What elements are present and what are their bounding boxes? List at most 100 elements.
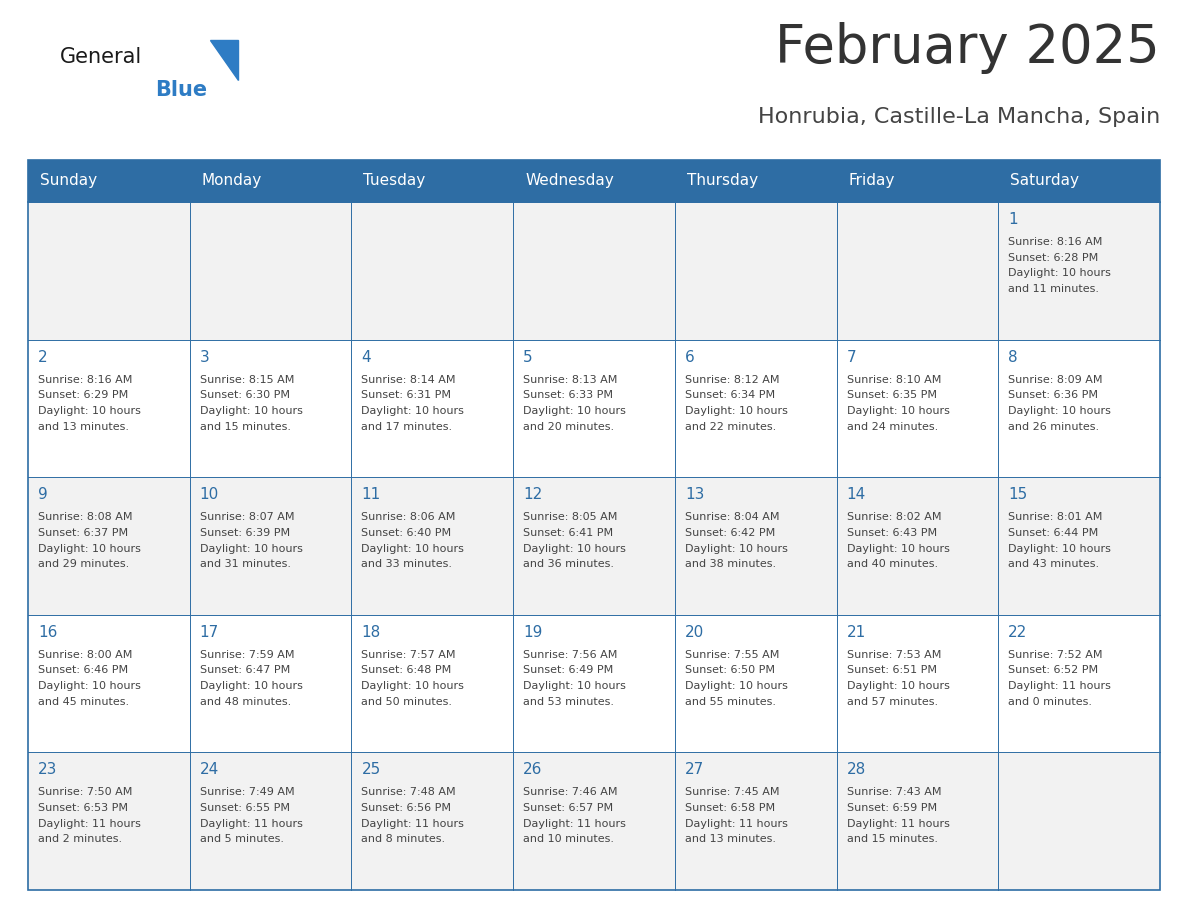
Text: 19: 19 (523, 625, 543, 640)
Text: Sunrise: 8:16 AM: Sunrise: 8:16 AM (38, 375, 132, 385)
Text: 17: 17 (200, 625, 219, 640)
Text: Sunrise: 8:10 AM: Sunrise: 8:10 AM (847, 375, 941, 385)
Text: Sunset: 6:29 PM: Sunset: 6:29 PM (38, 390, 128, 400)
Text: Sunset: 6:57 PM: Sunset: 6:57 PM (523, 803, 613, 813)
Text: 1: 1 (1009, 212, 1018, 227)
Text: Sunset: 6:58 PM: Sunset: 6:58 PM (684, 803, 775, 813)
Text: Sunrise: 8:06 AM: Sunrise: 8:06 AM (361, 512, 456, 522)
Text: Sunrise: 8:08 AM: Sunrise: 8:08 AM (38, 512, 133, 522)
Text: Wednesday: Wednesday (525, 174, 614, 188)
Text: Sunset: 6:28 PM: Sunset: 6:28 PM (1009, 252, 1099, 263)
Text: Sunrise: 8:05 AM: Sunrise: 8:05 AM (523, 512, 618, 522)
Text: Daylight: 11 hours: Daylight: 11 hours (523, 819, 626, 829)
Text: Daylight: 10 hours: Daylight: 10 hours (684, 681, 788, 691)
Text: and 20 minutes.: and 20 minutes. (523, 421, 614, 431)
Text: Daylight: 11 hours: Daylight: 11 hours (1009, 681, 1111, 691)
Text: Sunset: 6:42 PM: Sunset: 6:42 PM (684, 528, 775, 538)
FancyBboxPatch shape (29, 340, 1159, 477)
Text: Sunset: 6:49 PM: Sunset: 6:49 PM (523, 666, 613, 676)
Text: 25: 25 (361, 763, 380, 778)
Text: and 57 minutes.: and 57 minutes. (847, 697, 937, 707)
Text: and 24 minutes.: and 24 minutes. (847, 421, 937, 431)
Text: 12: 12 (523, 487, 543, 502)
Text: and 53 minutes.: and 53 minutes. (523, 697, 614, 707)
Text: Daylight: 10 hours: Daylight: 10 hours (361, 543, 465, 554)
Text: Daylight: 10 hours: Daylight: 10 hours (684, 543, 788, 554)
Text: and 11 minutes.: and 11 minutes. (1009, 284, 1099, 294)
Text: Sunset: 6:51 PM: Sunset: 6:51 PM (847, 666, 936, 676)
FancyBboxPatch shape (29, 753, 1159, 890)
Text: Daylight: 10 hours: Daylight: 10 hours (38, 406, 141, 416)
Text: 16: 16 (38, 625, 57, 640)
Text: Sunrise: 7:53 AM: Sunrise: 7:53 AM (847, 650, 941, 660)
Text: Saturday: Saturday (1010, 174, 1079, 188)
Text: and 0 minutes.: and 0 minutes. (1009, 697, 1092, 707)
Text: Sunrise: 8:12 AM: Sunrise: 8:12 AM (684, 375, 779, 385)
Text: and 50 minutes.: and 50 minutes. (361, 697, 453, 707)
Text: Sunset: 6:30 PM: Sunset: 6:30 PM (200, 390, 290, 400)
Text: Daylight: 11 hours: Daylight: 11 hours (38, 819, 141, 829)
Text: Daylight: 10 hours: Daylight: 10 hours (38, 681, 141, 691)
Text: and 13 minutes.: and 13 minutes. (38, 421, 129, 431)
Text: and 13 minutes.: and 13 minutes. (684, 834, 776, 845)
Text: Sunset: 6:59 PM: Sunset: 6:59 PM (847, 803, 936, 813)
Text: 21: 21 (847, 625, 866, 640)
Text: 27: 27 (684, 763, 704, 778)
Text: Sunset: 6:33 PM: Sunset: 6:33 PM (523, 390, 613, 400)
Text: Daylight: 11 hours: Daylight: 11 hours (361, 819, 465, 829)
Text: Sunrise: 8:02 AM: Sunrise: 8:02 AM (847, 512, 941, 522)
FancyBboxPatch shape (29, 160, 1159, 202)
Text: Sunset: 6:39 PM: Sunset: 6:39 PM (200, 528, 290, 538)
FancyBboxPatch shape (29, 202, 1159, 340)
Text: Sunrise: 7:59 AM: Sunrise: 7:59 AM (200, 650, 295, 660)
Text: Daylight: 10 hours: Daylight: 10 hours (847, 543, 949, 554)
Text: Sunset: 6:36 PM: Sunset: 6:36 PM (1009, 390, 1098, 400)
Text: Daylight: 10 hours: Daylight: 10 hours (200, 406, 303, 416)
Text: 2: 2 (38, 350, 48, 364)
Text: Sunrise: 7:48 AM: Sunrise: 7:48 AM (361, 788, 456, 798)
Text: Sunset: 6:35 PM: Sunset: 6:35 PM (847, 390, 936, 400)
FancyBboxPatch shape (29, 615, 1159, 753)
Text: Sunset: 6:41 PM: Sunset: 6:41 PM (523, 528, 613, 538)
Text: and 26 minutes.: and 26 minutes. (1009, 421, 1099, 431)
Text: 18: 18 (361, 625, 380, 640)
Text: Daylight: 10 hours: Daylight: 10 hours (523, 406, 626, 416)
Text: Sunset: 6:43 PM: Sunset: 6:43 PM (847, 528, 936, 538)
Text: 22: 22 (1009, 625, 1028, 640)
Text: and 2 minutes.: and 2 minutes. (38, 834, 122, 845)
Text: Sunset: 6:50 PM: Sunset: 6:50 PM (684, 666, 775, 676)
Text: 4: 4 (361, 350, 371, 364)
Text: Sunrise: 8:15 AM: Sunrise: 8:15 AM (200, 375, 295, 385)
Text: Sunset: 6:47 PM: Sunset: 6:47 PM (200, 666, 290, 676)
Text: General: General (61, 47, 143, 67)
Text: and 5 minutes.: and 5 minutes. (200, 834, 284, 845)
Text: 28: 28 (847, 763, 866, 778)
Text: and 36 minutes.: and 36 minutes. (523, 559, 614, 569)
Text: and 33 minutes.: and 33 minutes. (361, 559, 453, 569)
Text: Friday: Friday (848, 174, 895, 188)
Text: Daylight: 10 hours: Daylight: 10 hours (200, 681, 303, 691)
Text: Sunrise: 7:46 AM: Sunrise: 7:46 AM (523, 788, 618, 798)
Text: 3: 3 (200, 350, 209, 364)
Text: and 17 minutes.: and 17 minutes. (361, 421, 453, 431)
Text: Daylight: 10 hours: Daylight: 10 hours (523, 543, 626, 554)
Text: Tuesday: Tuesday (364, 174, 425, 188)
Text: and 40 minutes.: and 40 minutes. (847, 559, 937, 569)
Text: Sunrise: 8:07 AM: Sunrise: 8:07 AM (200, 512, 295, 522)
Text: 20: 20 (684, 625, 704, 640)
Text: 5: 5 (523, 350, 532, 364)
Text: Daylight: 10 hours: Daylight: 10 hours (847, 681, 949, 691)
Polygon shape (210, 40, 238, 80)
Text: Sunrise: 7:56 AM: Sunrise: 7:56 AM (523, 650, 618, 660)
Text: 11: 11 (361, 487, 380, 502)
Text: Daylight: 10 hours: Daylight: 10 hours (1009, 543, 1111, 554)
Text: Sunday: Sunday (40, 174, 97, 188)
Text: Sunrise: 7:45 AM: Sunrise: 7:45 AM (684, 788, 779, 798)
Text: 23: 23 (38, 763, 57, 778)
Text: Thursday: Thursday (687, 174, 758, 188)
Text: Sunrise: 8:16 AM: Sunrise: 8:16 AM (1009, 237, 1102, 247)
Text: Sunset: 6:56 PM: Sunset: 6:56 PM (361, 803, 451, 813)
Text: and 31 minutes.: and 31 minutes. (200, 559, 291, 569)
Text: Daylight: 11 hours: Daylight: 11 hours (684, 819, 788, 829)
Text: Sunset: 6:40 PM: Sunset: 6:40 PM (361, 528, 451, 538)
